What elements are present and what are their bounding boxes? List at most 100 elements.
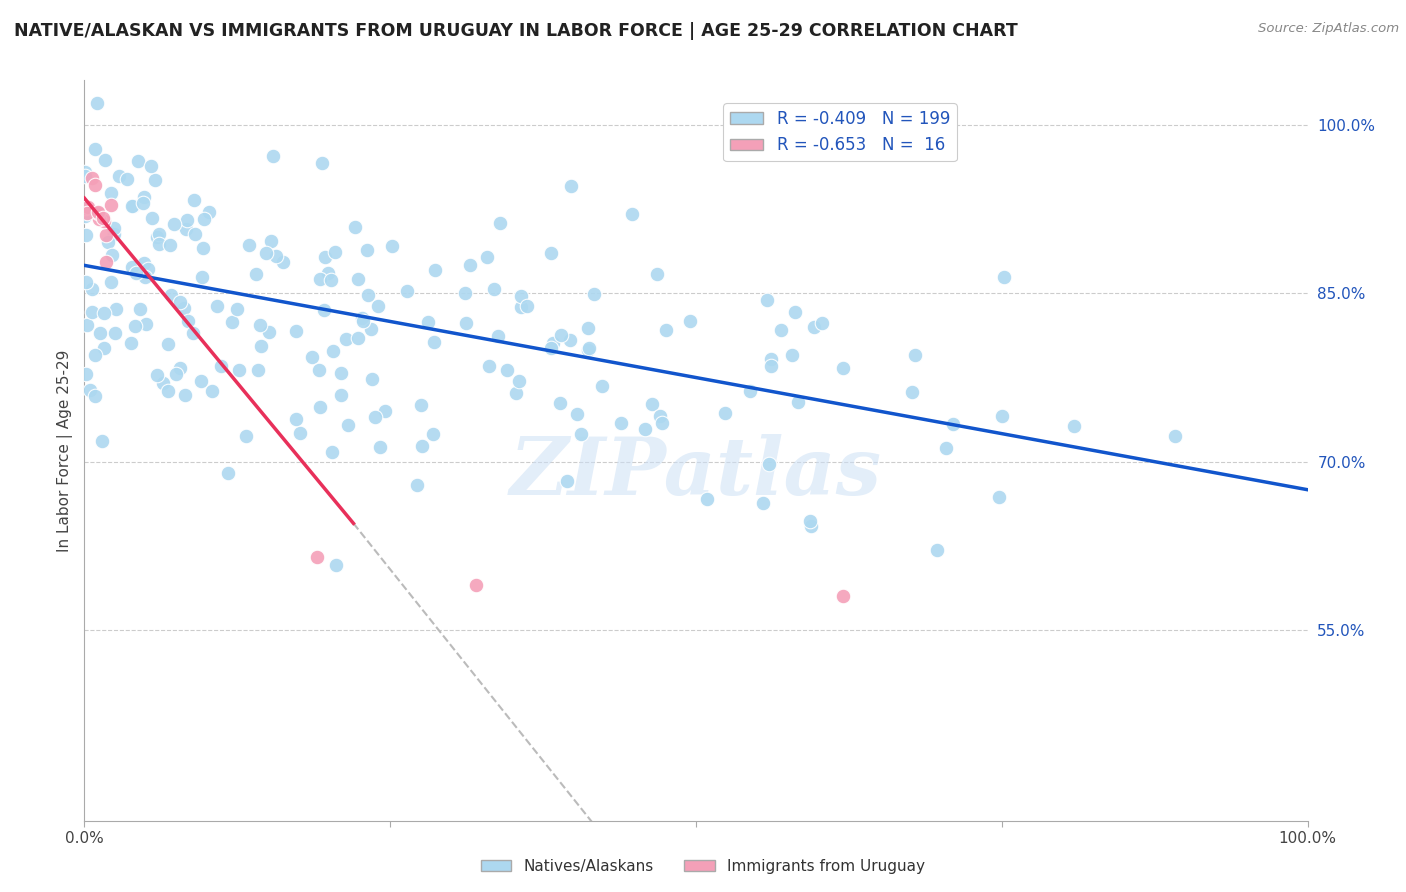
Point xyxy=(406,477,429,491)
Point xyxy=(356,243,378,257)
Point xyxy=(135,317,157,331)
Point xyxy=(271,254,294,268)
Point xyxy=(633,422,655,436)
Point xyxy=(831,589,853,603)
Point xyxy=(360,322,382,336)
Point xyxy=(344,220,367,235)
Point xyxy=(183,194,205,208)
Point xyxy=(411,439,433,453)
Point xyxy=(678,314,700,328)
Point xyxy=(423,263,446,277)
Point xyxy=(648,409,671,424)
Point xyxy=(325,558,347,573)
Point xyxy=(510,288,533,302)
Point xyxy=(259,326,281,340)
Point xyxy=(309,400,332,414)
Point xyxy=(209,359,232,374)
Point xyxy=(148,237,170,252)
Point xyxy=(84,389,107,403)
Point xyxy=(285,325,308,339)
Point xyxy=(127,153,149,168)
Point xyxy=(84,178,107,192)
Point xyxy=(121,199,143,213)
Point xyxy=(360,372,382,386)
Point xyxy=(567,407,589,421)
Point xyxy=(454,285,477,300)
Point xyxy=(94,227,117,242)
Point xyxy=(217,466,239,480)
Point xyxy=(148,227,170,241)
Point xyxy=(146,368,169,382)
Point xyxy=(423,334,446,349)
Point xyxy=(787,395,810,409)
Point xyxy=(381,238,404,252)
Point xyxy=(831,360,853,375)
Point xyxy=(169,294,191,309)
Point xyxy=(134,256,156,270)
Point xyxy=(651,416,673,430)
Point xyxy=(193,241,215,255)
Point xyxy=(550,396,572,410)
Point xyxy=(131,195,153,210)
Point xyxy=(124,318,146,333)
Point xyxy=(696,492,718,507)
Point xyxy=(115,172,138,186)
Point xyxy=(235,428,257,442)
Point xyxy=(904,348,927,362)
Point xyxy=(516,299,538,313)
Point xyxy=(125,266,148,280)
Point xyxy=(152,376,174,390)
Point xyxy=(73,210,96,224)
Point xyxy=(901,385,924,400)
Point xyxy=(540,341,562,355)
Point xyxy=(141,211,163,225)
Point xyxy=(100,186,122,200)
Point xyxy=(350,311,373,326)
Point xyxy=(75,368,97,382)
Point xyxy=(93,214,115,228)
Y-axis label: In Labor Force | Age 25-29: In Labor Force | Age 25-29 xyxy=(58,350,73,551)
Point xyxy=(486,329,509,343)
Point xyxy=(329,388,352,402)
Point xyxy=(86,95,108,110)
Text: ZIPatlas: ZIPatlas xyxy=(510,434,882,511)
Point xyxy=(925,542,948,557)
Point xyxy=(198,205,221,219)
Point xyxy=(800,519,823,533)
Point xyxy=(751,496,773,510)
Point xyxy=(621,207,644,221)
Point xyxy=(759,359,782,374)
Point xyxy=(181,326,204,340)
Point xyxy=(993,269,1015,284)
Point xyxy=(245,267,267,281)
Point xyxy=(311,155,333,169)
Point xyxy=(193,212,215,227)
Point xyxy=(254,245,277,260)
Point xyxy=(458,258,481,272)
Point xyxy=(75,227,97,242)
Point xyxy=(134,190,156,204)
Point xyxy=(247,363,270,377)
Point xyxy=(509,300,531,314)
Point xyxy=(134,270,156,285)
Point xyxy=(422,426,444,441)
Point xyxy=(783,305,806,319)
Point xyxy=(373,404,395,418)
Point xyxy=(260,234,283,248)
Point xyxy=(176,212,198,227)
Point xyxy=(228,363,250,377)
Legend: R = -0.409   N = 199, R = -0.653   N =  16: R = -0.409 N = 199, R = -0.653 N = 16 xyxy=(723,103,956,161)
Point xyxy=(120,336,142,351)
Point xyxy=(308,362,330,376)
Point xyxy=(93,305,115,319)
Point xyxy=(1063,419,1085,434)
Point xyxy=(352,314,374,328)
Point xyxy=(96,254,118,268)
Point xyxy=(323,244,346,259)
Point xyxy=(100,248,122,262)
Point xyxy=(169,361,191,376)
Point xyxy=(80,282,103,296)
Point xyxy=(184,227,207,241)
Point xyxy=(80,305,103,319)
Point xyxy=(990,409,1012,423)
